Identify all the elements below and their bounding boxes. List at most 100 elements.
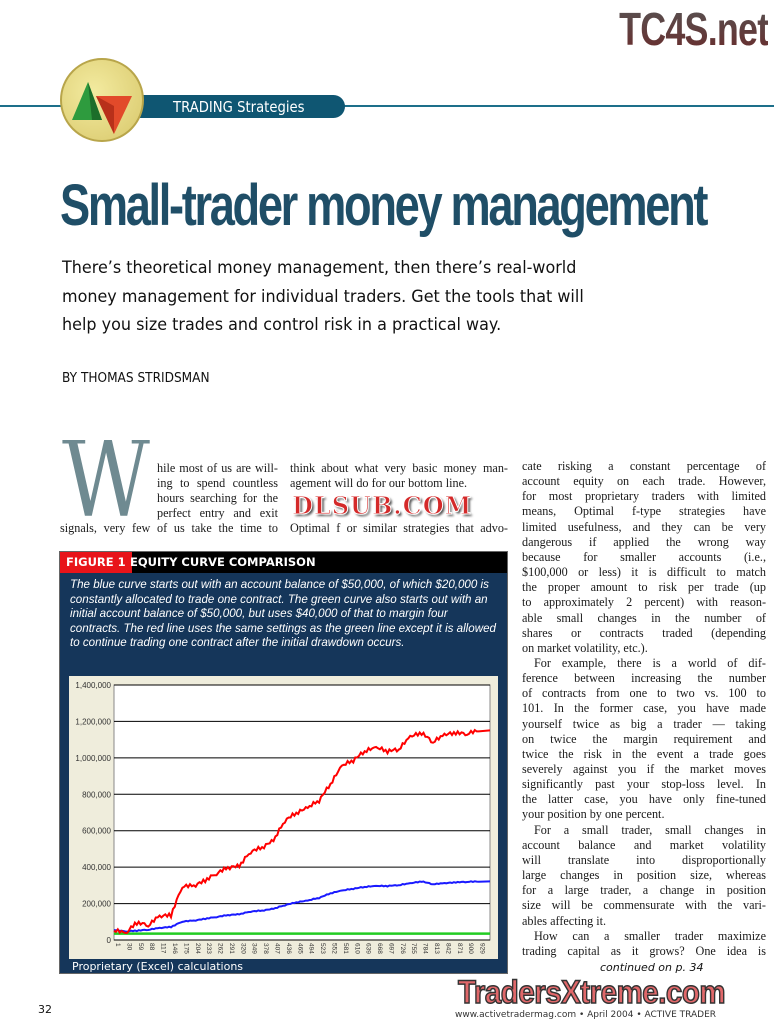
x-tick-label: 523: [319, 943, 326, 954]
text-line: severely against you if the market moves: [522, 762, 766, 776]
text-line: think about what very basic money man-: [290, 461, 508, 475]
text-line: ables affecting it.: [522, 913, 607, 928]
x-tick-label: 204: [194, 943, 201, 954]
subtitle-line: There’s theoretical money management, th…: [62, 258, 577, 278]
drop-cap-box: W: [62, 440, 150, 520]
figure-number: FIGURE 1: [60, 552, 132, 573]
x-tick-label: 494: [308, 943, 315, 954]
x-tick-label: 175: [182, 943, 189, 954]
x-tick-label: 378: [262, 943, 269, 954]
y-tick-label: 600,000: [82, 827, 111, 836]
section-label: TRADING Strategies: [173, 98, 305, 116]
figure-source: Proprietary (Excel) calculations: [72, 960, 244, 973]
text-line: the latter case, you have only fine-tune…: [522, 792, 766, 807]
text-line: ing to spend countless: [157, 476, 278, 490]
y-tick-label: 200,000: [82, 900, 111, 909]
text-line: trading capital as it grows? One idea is: [522, 943, 766, 958]
section-rule: [0, 105, 774, 107]
dlsub-watermark: DLSUB.COM: [291, 491, 473, 520]
trading-strategies-logo-icon: [60, 58, 144, 142]
text-line: size will be commensurate with the vari-: [522, 898, 766, 913]
tc4s-watermark: TC4S.net: [618, 3, 769, 55]
x-tick-label: 610: [353, 943, 360, 954]
blue-series-line: [113, 880, 491, 933]
text-line: shares or contracts traded (depending: [522, 625, 766, 640]
x-tick-label: 813: [433, 943, 440, 954]
y-tick-label: 1,200,000: [75, 717, 111, 726]
text-line: agement will do for our bottom line.: [290, 476, 468, 490]
x-tick-label: 784: [422, 943, 429, 954]
text-line: How can a smaller trader maximize: [534, 928, 766, 943]
text-line: $100,000 or less) it is difficult to mat…: [522, 565, 766, 580]
text-line: for most proprietary traders with limite…: [522, 489, 766, 504]
page-number: 32: [38, 1003, 52, 1016]
y-tick-label: 1,000,000: [75, 754, 111, 763]
text-line: signals, very few of us take the time to: [60, 521, 278, 535]
x-tick-label: 117: [160, 943, 167, 954]
text-line: ference between increasing the number: [522, 671, 766, 686]
x-tick-label: 871: [456, 943, 463, 954]
text-line: significantly past your stop-loss level.…: [522, 777, 766, 792]
text-line: your position by one percent.: [522, 807, 665, 822]
x-tick-label: 30: [125, 943, 132, 951]
text-line: the proper amount to risk per trade (up: [522, 580, 766, 595]
figure-1: FIGURE 1 EQUITY CURVE COMPARISON The blu…: [59, 551, 508, 974]
x-tick-label: 697: [387, 943, 394, 954]
text-line: account balance and market volatility: [522, 837, 766, 852]
text-line: able small changes in the number of: [522, 610, 766, 625]
text-line: for a large trader, a change in position: [522, 883, 766, 898]
text-line: of contracts from one to two vs. 100 to: [522, 686, 766, 701]
x-tick-label: 465: [296, 943, 303, 954]
article-title: Small-trader money management: [60, 173, 708, 238]
x-tick-label: 59: [137, 943, 144, 951]
x-tick-label: 639: [365, 943, 372, 954]
x-tick-label: 726: [399, 943, 406, 954]
x-tick-label: 581: [342, 943, 349, 954]
text-line: perfect entry and exit: [157, 506, 278, 520]
equity-curve-chart: 0 200,000 400,000 600,000 800,000 1,000,000 1,…: [75, 681, 491, 954]
x-tick-label: 929: [479, 943, 486, 954]
x-tick-label: 755: [410, 943, 417, 954]
text-line: means, Optimal f-type strategies have: [522, 504, 766, 519]
text-line: will translate into disproportionally: [522, 852, 766, 867]
text-line: 101. In the former case, you have made: [522, 701, 766, 716]
text-line: account equity on each trade. However,: [522, 474, 766, 489]
drop-cap: W: [62, 440, 150, 520]
text-line: yourself twice as big a trader — taking: [522, 716, 766, 731]
x-tick-label: 842: [444, 943, 451, 954]
red-series-line: [113, 728, 491, 935]
figure-title: EQUITY CURVE COMPARISON: [130, 555, 316, 569]
figure-header: FIGURE 1 EQUITY CURVE COMPARISON: [60, 552, 507, 573]
continued-note: continued on p. 34: [600, 961, 704, 974]
x-tick-label: 436: [285, 943, 292, 954]
subtitle-line: money management for individual traders.…: [62, 287, 584, 307]
text-line: For a small trader, small changes in: [534, 822, 766, 837]
x-tick-label: 552: [330, 943, 337, 954]
x-tick-label: 668: [376, 943, 383, 954]
text-line: limited usefulness, and they can be very: [522, 519, 766, 534]
text-line: on twice the margin requirement and: [522, 731, 766, 746]
y-tick-label: 1,400,000: [75, 681, 111, 690]
text-line: dangerous if applied the wrong way: [522, 534, 766, 549]
text-line: twice the risk in the event a trade goes: [522, 746, 766, 761]
tradersxtreme-watermark: TradersXtreme.com: [457, 974, 726, 1010]
x-tick-label: 262: [217, 943, 224, 954]
text-line: on market volatility, etc.).: [522, 640, 648, 655]
text-line: hile most of us are will-: [157, 461, 278, 475]
figure-caption: The blue curve starts out with an accoun…: [70, 578, 496, 650]
y-tick-label: 800,000: [82, 790, 111, 799]
y-tick-label: 0: [107, 936, 112, 945]
subtitle-line: help you size trades and control risk in…: [62, 315, 502, 335]
footer-text: www.activetradermag.com • April 2004 • A…: [455, 1010, 717, 1020]
x-tick-label: 291: [228, 943, 235, 954]
text-line: For example, there is a world of dif-: [534, 655, 766, 670]
chart-panel: 0 200,000 400,000 600,000 800,000 1,000,000 1,…: [69, 676, 498, 959]
text-line: Optimal f or similar strategies that adv…: [290, 521, 508, 535]
text-line: to approximately 2 percent) with reason-: [522, 595, 766, 610]
text-line: hours searching for the: [157, 491, 278, 505]
text-line: cate risking a constant percentage of: [522, 459, 766, 473]
x-tick-label: 407: [274, 943, 281, 954]
x-tick-label: 320: [239, 943, 246, 954]
x-tick-label: 900: [467, 943, 474, 954]
byline: BY THOMAS STRIDSMAN: [62, 370, 210, 386]
